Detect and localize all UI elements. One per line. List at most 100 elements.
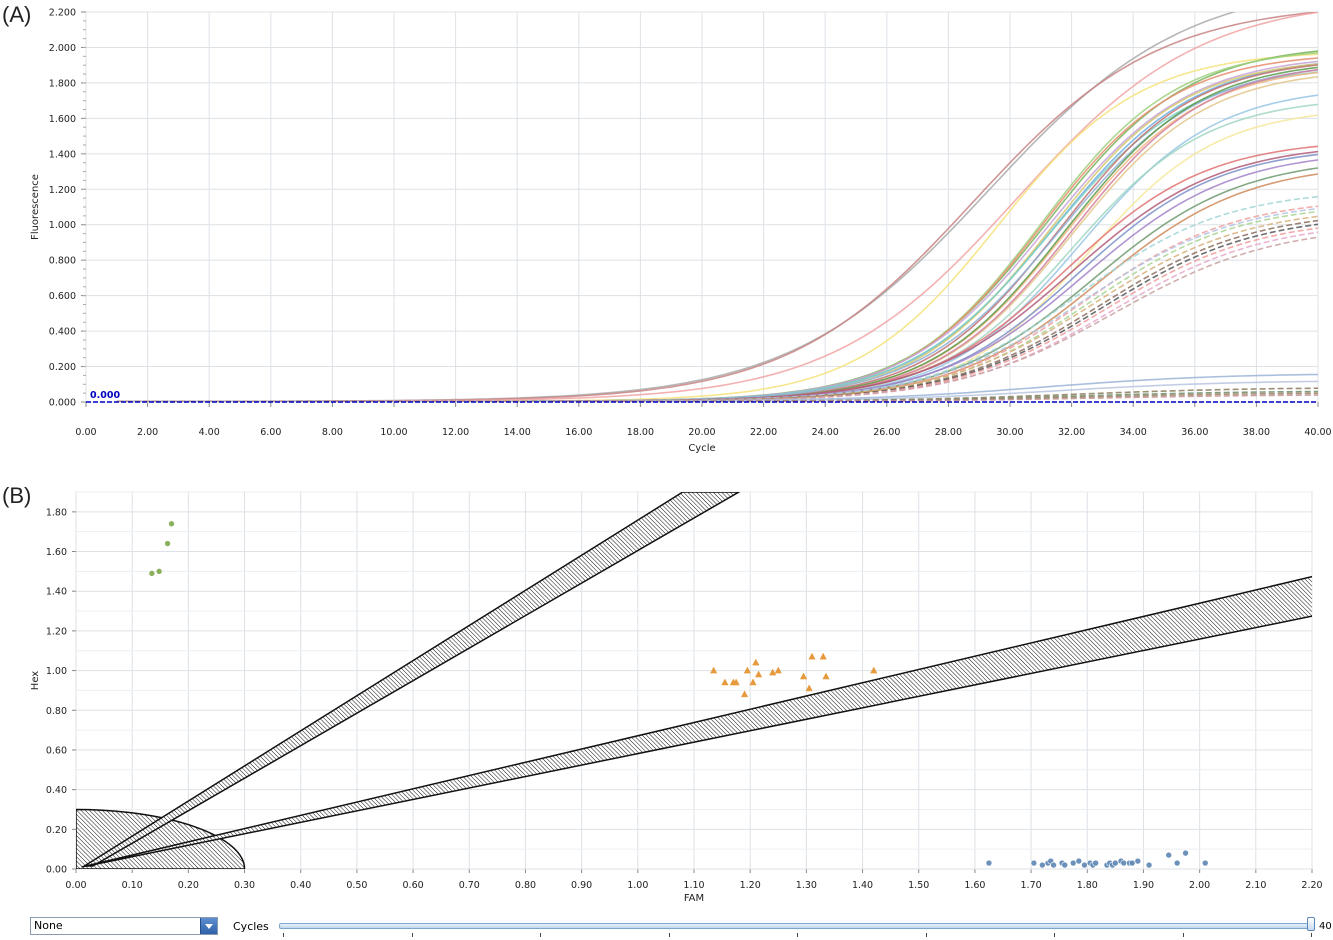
x-tick-label: 34.00 — [1120, 427, 1147, 438]
y-axis-label-b: Hex — [30, 671, 41, 690]
y-tick-label: 1.200 — [49, 185, 76, 196]
x-tick-label: 20.00 — [688, 427, 715, 438]
data-point — [1120, 859, 1128, 867]
x-tick-label: 0.90 — [571, 880, 592, 891]
data-point-triangle — [822, 672, 830, 680]
data-point — [1182, 849, 1189, 857]
x-tick-label: 14.00 — [504, 427, 531, 438]
data-point-triangle — [749, 678, 757, 686]
data-point-triangle — [743, 666, 751, 674]
x-tick-label: 18.00 — [627, 427, 654, 438]
data-point — [1201, 859, 1209, 867]
data-point — [1039, 861, 1046, 869]
x-tick-label: 0.70 — [459, 880, 480, 891]
y-tick-label: 0.60 — [46, 745, 67, 756]
x-tick-label: 32.00 — [1058, 427, 1085, 438]
y-tick-label: 1.600 — [49, 114, 76, 125]
x-tick-label: 0.20 — [178, 880, 199, 891]
x-tick-label: 1.90 — [1133, 880, 1154, 891]
slider-tick — [925, 933, 927, 937]
data-point-triangle — [799, 672, 808, 680]
y-tick-label: 1.800 — [49, 78, 76, 89]
y-tick-label: 2.200 — [49, 8, 76, 19]
amplification-chart: 0.00 2.00 4.00 6.00 8.00 10.00 12.00 14.00 16.00… — [30, 8, 1332, 455]
y-tick-label: 1.80 — [46, 507, 67, 518]
band-shallow-region — [81, 575, 1312, 868]
x-tick-label: 2.10 — [1245, 880, 1266, 891]
x-tick-label: 30.00 — [996, 427, 1023, 438]
x-axis-label-a: Cycle — [688, 443, 715, 454]
slider-tick — [668, 933, 670, 937]
x-tick-label: 1.80 — [1077, 880, 1098, 891]
panel-b-label: (B) — [2, 483, 32, 508]
data-point-triangle — [805, 684, 813, 692]
x-tick-label: 0.40 — [290, 880, 311, 891]
y-axis-label-a: Fluorescence — [30, 174, 41, 240]
data-point — [155, 568, 163, 575]
data-point — [1134, 857, 1142, 865]
y-tick-label: 0.200 — [49, 362, 76, 373]
data-point — [1092, 859, 1099, 867]
x-tick-label: 0.60 — [403, 880, 424, 891]
cluster-regions — [76, 492, 1312, 869]
x-tick-label: 36.00 — [1181, 427, 1208, 438]
x-tick-label: 6.00 — [260, 427, 281, 438]
data-point-triangle — [808, 652, 816, 660]
data-point-triangle — [710, 666, 718, 674]
x-tick-label: 12.00 — [442, 427, 469, 438]
x-tick-label: 22.00 — [750, 427, 777, 438]
y-tick-label: 1.000 — [49, 220, 76, 231]
x-tick-label: 40.00 — [1304, 427, 1331, 438]
data-point-triangle — [774, 666, 782, 674]
y-tick-label: 0.00 — [46, 865, 67, 876]
y-tick-label: 1.60 — [46, 547, 67, 558]
x-tick-label: 38.00 — [1243, 427, 1270, 438]
x-tick-label: 1.70 — [1021, 880, 1042, 891]
overlay-select[interactable]: None — [30, 917, 218, 935]
x-tick-label: 26.00 — [873, 427, 900, 438]
x-tick-label: 2.20 — [1301, 880, 1322, 891]
y-tick-label: 0.000 — [49, 398, 76, 409]
data-point-triangle — [870, 666, 878, 674]
cycles-slider-track[interactable] — [279, 923, 1313, 929]
cycles-value: 40 — [1319, 921, 1332, 932]
cluster-scatter-chart: 0.00 0.10 0.20 0.30 0.40 0.50 0.60 0.70 0.80 0.90… — [30, 491, 1323, 904]
data-point-triangle — [732, 678, 740, 686]
x-tick-label: 16.00 — [565, 427, 592, 438]
slider-tick — [1054, 933, 1055, 937]
y-tick-label: 1.00 — [46, 666, 67, 677]
x-tick-label: 1.00 — [627, 880, 648, 891]
slider-tick — [540, 933, 541, 937]
x-tick-label: 0.00 — [75, 427, 96, 438]
data-point — [1081, 861, 1088, 869]
slider-tick — [797, 933, 798, 937]
x-tick-label: 10.00 — [380, 427, 407, 438]
data-point — [1069, 859, 1077, 867]
chevron-down-icon[interactable] — [200, 918, 217, 934]
cycles-slider-thumb[interactable] — [1307, 917, 1315, 931]
data-point — [1165, 851, 1173, 859]
data-point — [1145, 861, 1153, 869]
x-tick-label: 1.40 — [852, 880, 873, 891]
y-tick-label: 0.400 — [49, 327, 76, 338]
x-tick-label: 0.80 — [515, 880, 536, 891]
x-tick-label: 2.00 — [1189, 880, 1210, 891]
x-tick-label: 1.30 — [796, 880, 817, 891]
cycles-label: Cycles — [233, 920, 269, 933]
data-point-triangle — [754, 670, 763, 678]
x-tick-label: 1.10 — [683, 880, 704, 891]
data-point — [1061, 861, 1069, 869]
data-point — [1173, 859, 1181, 867]
data-point-triangle — [721, 678, 729, 686]
x-tick-label: 1.60 — [964, 880, 985, 891]
data-point-triangle — [819, 652, 827, 660]
data-point — [1075, 857, 1083, 865]
slider-tick — [1182, 933, 1184, 937]
y-tick-label: 0.600 — [49, 291, 76, 302]
x-tick-label: 28.00 — [935, 427, 962, 438]
data-point-triangle — [769, 668, 777, 676]
x-tick-label: 0.30 — [234, 880, 255, 891]
slider-tick — [411, 933, 413, 937]
data-point — [1112, 859, 1119, 867]
